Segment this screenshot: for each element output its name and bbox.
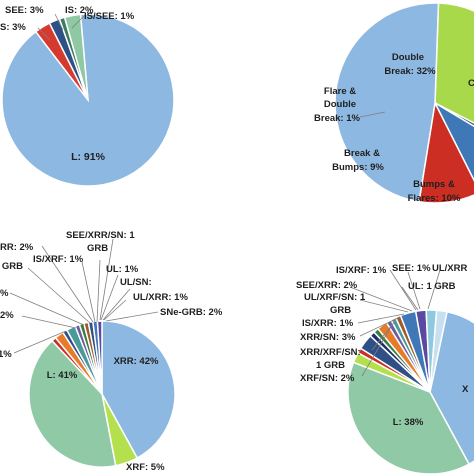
label-see-xrr: SEE/XRR: 2% bbox=[296, 280, 358, 291]
label-see-xrr-sn-grb: GRB bbox=[87, 243, 108, 254]
label-ul-xrr: UL/XRR: 1% bbox=[133, 292, 188, 303]
label-break-bumps-1: Break & bbox=[344, 148, 380, 159]
leader-line bbox=[357, 313, 405, 324]
label-ul-xrf-sn-grb: GRB bbox=[330, 305, 351, 316]
label-see: SEE: 3% bbox=[5, 5, 44, 16]
pie-3-slice-1 bbox=[101, 320, 176, 459]
pie-chart-2 bbox=[334, 2, 474, 204]
leader-line bbox=[13, 330, 67, 354]
label-bumps-flares-2: Flares: 10% bbox=[408, 193, 461, 204]
label-rr-2: RR: 2% bbox=[0, 242, 34, 253]
label-is-xrf: IS/XRF: 1% bbox=[336, 265, 387, 276]
label-is-xrf: IS/XRF: 1% bbox=[33, 254, 84, 265]
leader-line bbox=[401, 286, 419, 311]
label-double-break-2: Break: 32% bbox=[384, 66, 436, 77]
label-is-xrr: IS/XRR: 1% bbox=[302, 318, 354, 329]
label-pct-b: 2% bbox=[0, 310, 14, 321]
leader-line bbox=[54, 13, 64, 31]
leader-line bbox=[27, 267, 91, 324]
label-ul: UL: 1 GRB bbox=[408, 281, 456, 292]
leader-line bbox=[41, 245, 94, 323]
label-s: S: 3% bbox=[0, 22, 26, 33]
label-break-bumps-2: Bumps: 9% bbox=[332, 162, 384, 173]
leader-lines bbox=[9, 13, 441, 377]
label-sne-grb: SNe-GRB: 2% bbox=[160, 307, 223, 318]
label-grb-1: 1 GRB bbox=[0, 261, 23, 272]
pie-3-slice-3 bbox=[28, 339, 117, 468]
pie-4-slice-15 bbox=[429, 309, 448, 393]
pie-2-slice-1 bbox=[434, 2, 474, 124]
label-c: C bbox=[468, 78, 474, 89]
leader-line bbox=[102, 288, 131, 321]
label-flare-double-3: Break: 1% bbox=[314, 113, 360, 124]
leader-line bbox=[99, 238, 114, 321]
label-ul-xrr: UL/XRR bbox=[432, 263, 468, 274]
label-l-91: L: 91% bbox=[71, 151, 106, 163]
leader-line bbox=[37, 27, 51, 41]
label-bumps-flares-1: Bumps & bbox=[413, 179, 455, 190]
leader-line bbox=[9, 292, 85, 326]
pie-2-slice-5 bbox=[334, 2, 440, 203]
label-flare-double-2: Double bbox=[324, 99, 356, 110]
label-see-xrr-sn: SEE/XRR/SN: 1 bbox=[66, 230, 135, 241]
leader-line bbox=[103, 299, 127, 321]
label-xrf-sn: XRF/SN: 2% bbox=[300, 373, 355, 384]
label-double-break-1: Double bbox=[392, 52, 424, 63]
label-l-41: L: 41% bbox=[47, 370, 78, 381]
leader-line bbox=[389, 269, 417, 311]
label-flare-double-1: Flare & bbox=[324, 86, 356, 97]
pie-4-slice-1 bbox=[429, 310, 474, 466]
label-is: IS: 2% bbox=[65, 5, 94, 16]
leader-line bbox=[71, 15, 85, 29]
pie-chart-4 bbox=[347, 309, 474, 474]
pie-chart-3 bbox=[28, 320, 176, 468]
leader-line bbox=[96, 259, 101, 323]
leader-line bbox=[100, 274, 119, 321]
label-ul-sn: UL/SN: bbox=[120, 277, 152, 288]
pie-1-slice-5 bbox=[63, 13, 89, 101]
label-ul-xrf-sn: UL/XRF/SN: 1 bbox=[304, 292, 366, 303]
leader-line bbox=[21, 315, 77, 329]
label-l-38: L: 38% bbox=[393, 417, 424, 428]
pie-chart-1 bbox=[1, 13, 175, 187]
leader-line bbox=[359, 299, 409, 313]
label-pct-a: % bbox=[0, 288, 9, 299]
leader-line bbox=[349, 286, 413, 312]
label-xrf-5: XRF: 5% bbox=[126, 462, 165, 473]
label-ul: UL: 1% bbox=[106, 264, 139, 275]
leader-line bbox=[359, 316, 401, 337]
label-x: X bbox=[462, 384, 469, 395]
label-xrr-xrf-sn-grb: 1 GRB bbox=[316, 360, 345, 371]
leader-line bbox=[407, 271, 421, 310]
label-pct-c: 1% bbox=[0, 349, 12, 360]
leader-line bbox=[105, 311, 159, 322]
label-xrr-xrf-sn: XRR/XRF/SN: bbox=[300, 347, 361, 358]
leader-line bbox=[427, 269, 441, 310]
label-xrr-42: XRR: 42% bbox=[114, 356, 159, 367]
leader-line bbox=[81, 261, 96, 323]
label-xrr-sn: XRR/SN: 3% bbox=[300, 332, 356, 343]
label-is-see: IS/SEE: 1% bbox=[84, 11, 135, 22]
leader-line bbox=[361, 324, 393, 377]
label-see: SEE: 1% bbox=[392, 263, 431, 274]
leader-line bbox=[359, 111, 386, 118]
pie-4-slice-2 bbox=[347, 361, 471, 474]
